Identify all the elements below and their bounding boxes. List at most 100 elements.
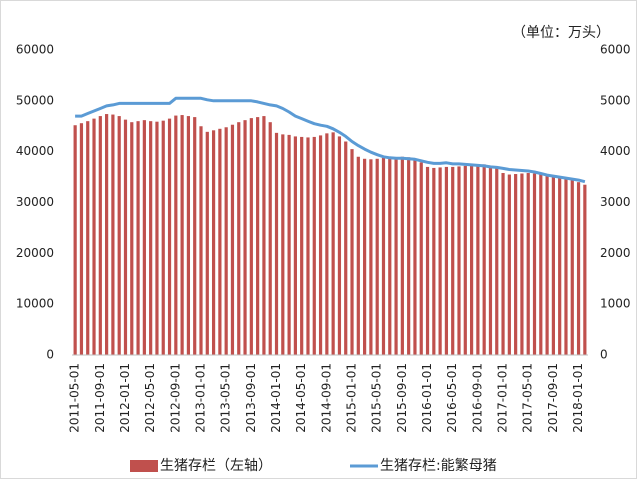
- bar: [98, 116, 102, 355]
- bar: [331, 132, 335, 355]
- bar: [520, 173, 524, 355]
- bar: [564, 178, 568, 355]
- bar: [438, 167, 442, 355]
- bar: [407, 157, 411, 355]
- bar: [199, 126, 203, 355]
- bar: [501, 173, 505, 355]
- legend-label: 生猪存栏（左轴）: [160, 458, 272, 474]
- y-tick-label: 50000: [16, 93, 54, 107]
- bar: [262, 116, 266, 355]
- x-tick-label: 2016-09-01: [470, 363, 484, 433]
- x-tick-label: 2015-01-01: [345, 363, 359, 433]
- bar: [381, 157, 386, 355]
- bar: [224, 127, 228, 356]
- bar: [136, 121, 140, 356]
- bar: [174, 115, 178, 355]
- bar: [394, 157, 398, 355]
- bar: [344, 141, 348, 355]
- bar: [507, 174, 511, 355]
- bar: [337, 136, 342, 355]
- unit-label: （单位：万头）: [512, 25, 610, 41]
- bar: [142, 120, 146, 356]
- y-tick-label: 0: [46, 348, 54, 362]
- bar: [117, 116, 121, 355]
- bar: [293, 136, 297, 355]
- bar: [476, 164, 480, 355]
- x-tick-label: 2012-09-01: [168, 363, 182, 433]
- bar: [495, 167, 499, 355]
- bar: [92, 118, 96, 355]
- bar: [539, 174, 543, 355]
- bar: [514, 174, 518, 355]
- x-tick-label: 2014-01-01: [269, 363, 283, 433]
- x-tick-label: 2017-09-01: [546, 363, 560, 433]
- x-tick-label: 2016-05-01: [445, 363, 459, 433]
- bar: [73, 125, 77, 355]
- bar: [218, 128, 222, 355]
- y-tick-label: 10000: [16, 297, 54, 311]
- bar: [249, 118, 253, 355]
- bar: [463, 165, 467, 355]
- bar: [444, 166, 449, 355]
- bar: [350, 149, 354, 355]
- y2-tick-label: 0: [600, 348, 608, 362]
- x-tick-label: 2016-01-01: [420, 363, 434, 433]
- bar: [256, 117, 260, 355]
- x-tick-label: 2014-09-01: [319, 363, 333, 433]
- bar: [413, 159, 417, 355]
- y-tick-label: 40000: [16, 144, 54, 158]
- bar: [325, 133, 329, 355]
- bar: [300, 136, 304, 355]
- bar: [488, 165, 493, 355]
- bar: [180, 115, 184, 355]
- bar: [526, 173, 530, 355]
- bar: [281, 134, 285, 355]
- y2-tick-label: 3000: [600, 195, 631, 209]
- y-tick-label: 20000: [16, 246, 54, 260]
- bar: [425, 166, 430, 355]
- x-tick-label: 2015-05-01: [370, 363, 384, 433]
- y2-tick-label: 1000: [600, 297, 631, 311]
- bar: [105, 114, 109, 355]
- y2-tick-label: 2000: [600, 246, 631, 260]
- bar: [130, 122, 134, 355]
- bar: [274, 132, 279, 355]
- bar: [318, 135, 323, 355]
- bar: [205, 131, 209, 355]
- x-tick-label: 2011-05-01: [68, 363, 82, 433]
- bar: [211, 130, 216, 355]
- bar: [312, 136, 316, 355]
- bar: [482, 164, 486, 355]
- bar: [186, 116, 191, 355]
- x-tick-label: 2015-09-01: [395, 363, 409, 433]
- bar: [167, 118, 172, 355]
- bar: [375, 158, 379, 355]
- bar: [237, 122, 241, 355]
- bar: [268, 122, 272, 355]
- bar: [469, 165, 474, 355]
- y-tick-label: 60000: [16, 43, 54, 57]
- bar: [230, 124, 235, 355]
- bar: [149, 121, 153, 356]
- bar: [570, 180, 574, 355]
- bar: [545, 175, 549, 355]
- bar: [369, 159, 373, 355]
- bar: [576, 182, 581, 355]
- y2-tick-label: 6000: [600, 43, 631, 57]
- bar: [155, 121, 159, 355]
- bar: [161, 120, 165, 356]
- x-tick-label: 2017-05-01: [521, 363, 535, 433]
- bar: [532, 173, 537, 355]
- bar: [123, 119, 128, 356]
- bar: [356, 156, 360, 355]
- x-tick-label: 2013-09-01: [244, 363, 258, 433]
- bar: [243, 120, 247, 356]
- bar: [583, 184, 587, 355]
- bar: [306, 137, 310, 355]
- x-tick-label: 2018-01-01: [571, 363, 585, 433]
- x-tick-label: 2011-09-01: [93, 363, 107, 433]
- x-tick-label: 2017-01-01: [496, 363, 510, 433]
- x-tick-label: 2012-01-01: [118, 363, 132, 433]
- legend-swatch: [130, 460, 158, 472]
